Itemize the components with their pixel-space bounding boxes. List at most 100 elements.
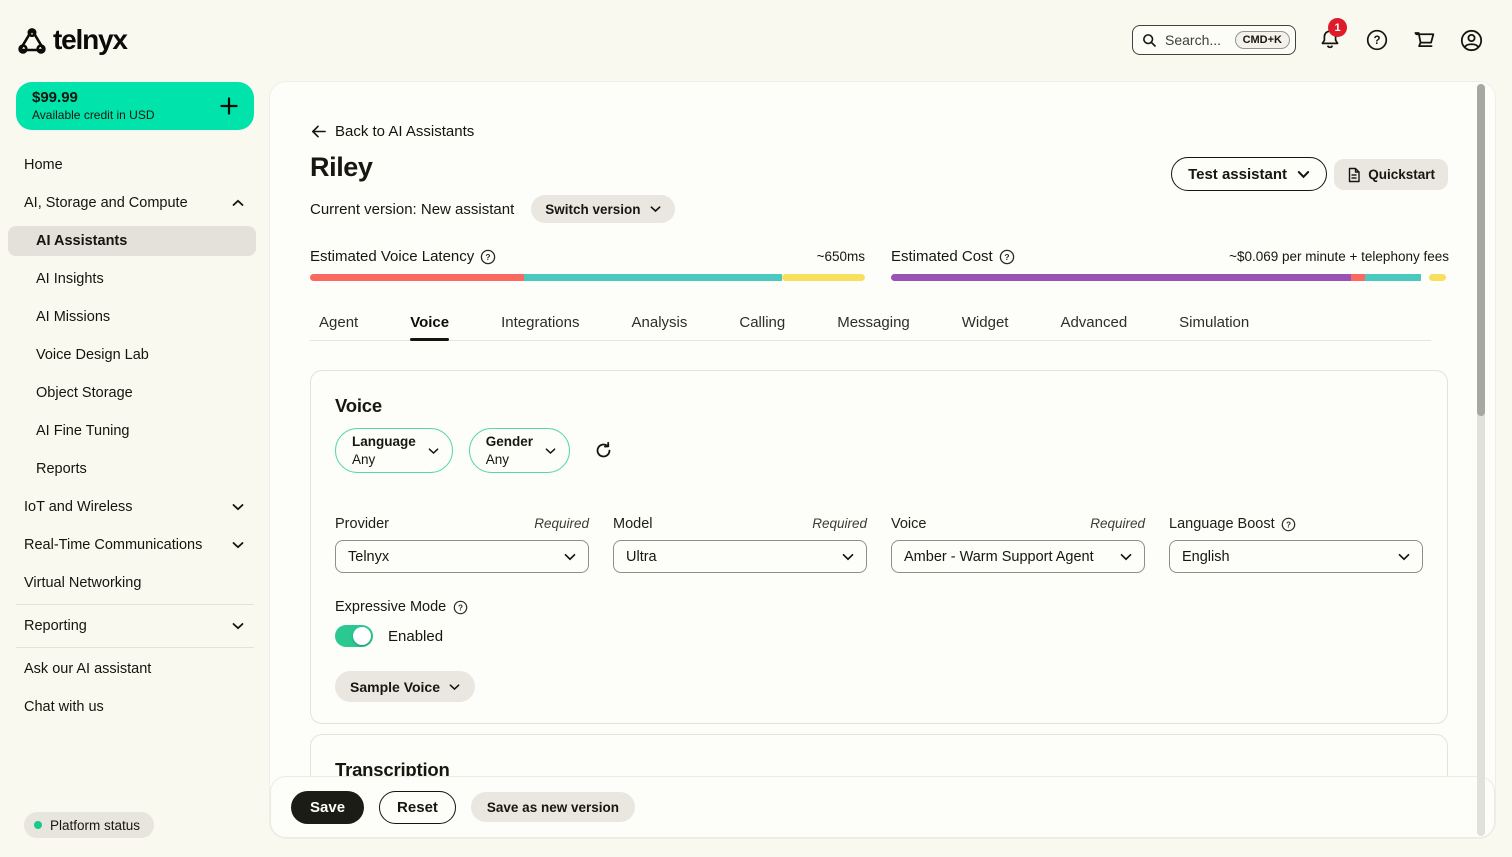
sidebar-item-ai-insights[interactable]: AI Insights xyxy=(36,271,104,287)
sidebar-item-ai-storage-compute[interactable]: AI, Storage and Compute xyxy=(0,184,270,222)
notification-count-badge: 1 xyxy=(1328,18,1347,37)
chevron-down-icon xyxy=(1120,553,1132,561)
svg-text:?: ? xyxy=(1373,35,1380,47)
sidebar-item-home[interactable]: Home xyxy=(24,157,63,173)
tab-integrations[interactable]: Integrations xyxy=(501,313,580,331)
sidebar-item-reporting[interactable]: Reporting xyxy=(0,607,270,645)
cost-bar xyxy=(891,274,1449,281)
sidebar-item-real-time-communications[interactable]: Real-Time Communications xyxy=(0,526,270,564)
test-assistant-button[interactable]: Test assistant xyxy=(1171,157,1327,191)
required-badge: Required xyxy=(534,516,589,531)
tab-advanced[interactable]: Advanced xyxy=(1060,313,1128,331)
chevron-down-icon xyxy=(1398,553,1410,561)
add-credit-icon[interactable] xyxy=(218,95,240,117)
notifications-button[interactable]: 1 xyxy=(1317,18,1347,53)
save-as-new-version-button[interactable]: Save as new version xyxy=(470,792,635,822)
account-button[interactable] xyxy=(1458,27,1484,53)
sidebar-divider xyxy=(16,647,254,648)
page-title: Riley xyxy=(310,152,373,182)
help-icon[interactable]: ? xyxy=(999,249,1015,265)
credit-balance-card[interactable]: $99.99 Available credit in USD xyxy=(16,82,254,130)
help-icon[interactable]: ? xyxy=(453,600,468,615)
search-shortcut-badge: CMD+K xyxy=(1234,31,1290,49)
latency-bar xyxy=(310,274,865,281)
telnyx-logo[interactable]: telnyx xyxy=(16,24,128,56)
sidebar-nav: Home AI, Storage and Compute AI Assistan… xyxy=(0,146,270,726)
sidebar-item-object-storage[interactable]: Object Storage xyxy=(36,385,133,401)
search-input[interactable]: Search... CMD+K xyxy=(1132,25,1296,55)
required-badge: Required xyxy=(1090,516,1145,531)
switch-version-button[interactable]: Switch version xyxy=(531,195,675,223)
voice-field: Voice Required Amber - Warm Support Agen… xyxy=(891,515,1145,573)
sample-voice-button[interactable]: Sample Voice xyxy=(335,671,476,702)
quickstart-button[interactable]: Quickstart xyxy=(1334,159,1448,190)
refresh-icon[interactable] xyxy=(594,441,613,460)
sidebar-item-voice-design-lab[interactable]: Voice Design Lab xyxy=(36,347,149,363)
provider-label: Provider xyxy=(335,516,389,532)
sidebar-item-ai-assistants[interactable]: AI Assistants xyxy=(8,226,256,256)
chevron-down-icon xyxy=(1297,170,1310,179)
voice-select[interactable]: Amber - Warm Support Agent xyxy=(891,540,1145,573)
expressive-mode-label: Expressive Mode xyxy=(335,599,447,615)
account-icon xyxy=(1459,28,1484,53)
sidebar-item-iot-wireless[interactable]: IoT and Wireless xyxy=(0,488,270,526)
reset-button[interactable]: Reset xyxy=(379,790,456,824)
chevron-down-icon xyxy=(232,503,244,511)
back-link[interactable]: Back to AI Assistants xyxy=(310,123,474,140)
help-icon: ? xyxy=(1365,28,1389,52)
tab-analysis[interactable]: Analysis xyxy=(631,313,688,331)
language-filter-dropdown[interactable]: Language Any xyxy=(335,428,453,473)
chevron-down-icon xyxy=(545,447,556,455)
sidebar-item-virtual-networking[interactable]: Virtual Networking xyxy=(24,575,142,591)
scrollbar[interactable] xyxy=(1477,84,1485,836)
cart-button[interactable] xyxy=(1411,27,1437,53)
tab-simulation[interactable]: Simulation xyxy=(1179,313,1250,331)
tab-agent[interactable]: Agent xyxy=(319,313,359,331)
tab-messaging[interactable]: Messaging xyxy=(837,313,910,331)
telnyx-logo-icon xyxy=(16,26,48,54)
transcription-section-title: Transcription xyxy=(335,759,450,780)
model-label: Model xyxy=(613,516,653,532)
tab-calling[interactable]: Calling xyxy=(739,313,786,331)
required-badge: Required xyxy=(812,516,867,531)
expressive-mode-toggle[interactable] xyxy=(335,625,373,647)
save-button[interactable]: Save xyxy=(291,790,365,824)
help-button[interactable]: ? xyxy=(1364,27,1390,53)
metrics-row: Estimated Voice Latency ? ~650ms Estimat… xyxy=(310,248,1449,281)
provider-field: Provider Required Telnyx xyxy=(335,515,589,573)
main-content-panel: Back to AI Assistants Riley Test assista… xyxy=(270,82,1495,838)
chevron-down-icon xyxy=(842,553,854,561)
sidebar-item-ai-fine-tuning[interactable]: AI Fine Tuning xyxy=(36,423,130,439)
help-icon[interactable]: ? xyxy=(1281,517,1296,532)
status-dot-icon xyxy=(34,821,42,829)
scrollbar-thumb[interactable] xyxy=(1477,84,1485,416)
document-icon xyxy=(1347,167,1361,183)
tab-voice[interactable]: Voice xyxy=(410,304,449,341)
latency-label: Estimated Voice Latency xyxy=(310,248,475,265)
tab-widget[interactable]: Widget xyxy=(961,313,1009,331)
sidebar-item-chat-with-us[interactable]: Chat with us xyxy=(24,699,104,715)
help-icon[interactable]: ? xyxy=(480,249,496,265)
sidebar-divider xyxy=(16,604,254,605)
platform-status-label: Platform status xyxy=(50,817,141,833)
action-bar: Save Reset Save as new version xyxy=(270,776,1495,838)
language-boost-select[interactable]: English xyxy=(1169,540,1423,573)
language-boost-field: Language Boost ? English xyxy=(1169,515,1423,573)
chevron-down-icon xyxy=(232,541,244,549)
platform-status-button[interactable]: Platform status xyxy=(24,812,155,838)
latency-value: ~650ms xyxy=(816,249,865,264)
chevron-down-icon xyxy=(564,553,576,561)
cost-value: ~$0.069 per minute + telephony fees xyxy=(1229,249,1449,264)
sidebar-item-ask-ai-assistant[interactable]: Ask our AI assistant xyxy=(24,661,152,677)
gender-filter-dropdown[interactable]: Gender Any xyxy=(468,428,571,473)
provider-select[interactable]: Telnyx xyxy=(335,540,589,573)
svg-text:?: ? xyxy=(1286,520,1291,529)
svg-text:?: ? xyxy=(458,603,463,612)
sidebar-item-ai-missions[interactable]: AI Missions xyxy=(36,309,111,325)
sidebar-item-reports[interactable]: Reports xyxy=(36,461,87,477)
cart-icon xyxy=(1412,28,1437,53)
credit-amount: $99.99 xyxy=(32,89,78,107)
toggle-knob xyxy=(353,627,371,645)
svg-text:?: ? xyxy=(1004,252,1009,262)
model-select[interactable]: Ultra xyxy=(613,540,867,573)
